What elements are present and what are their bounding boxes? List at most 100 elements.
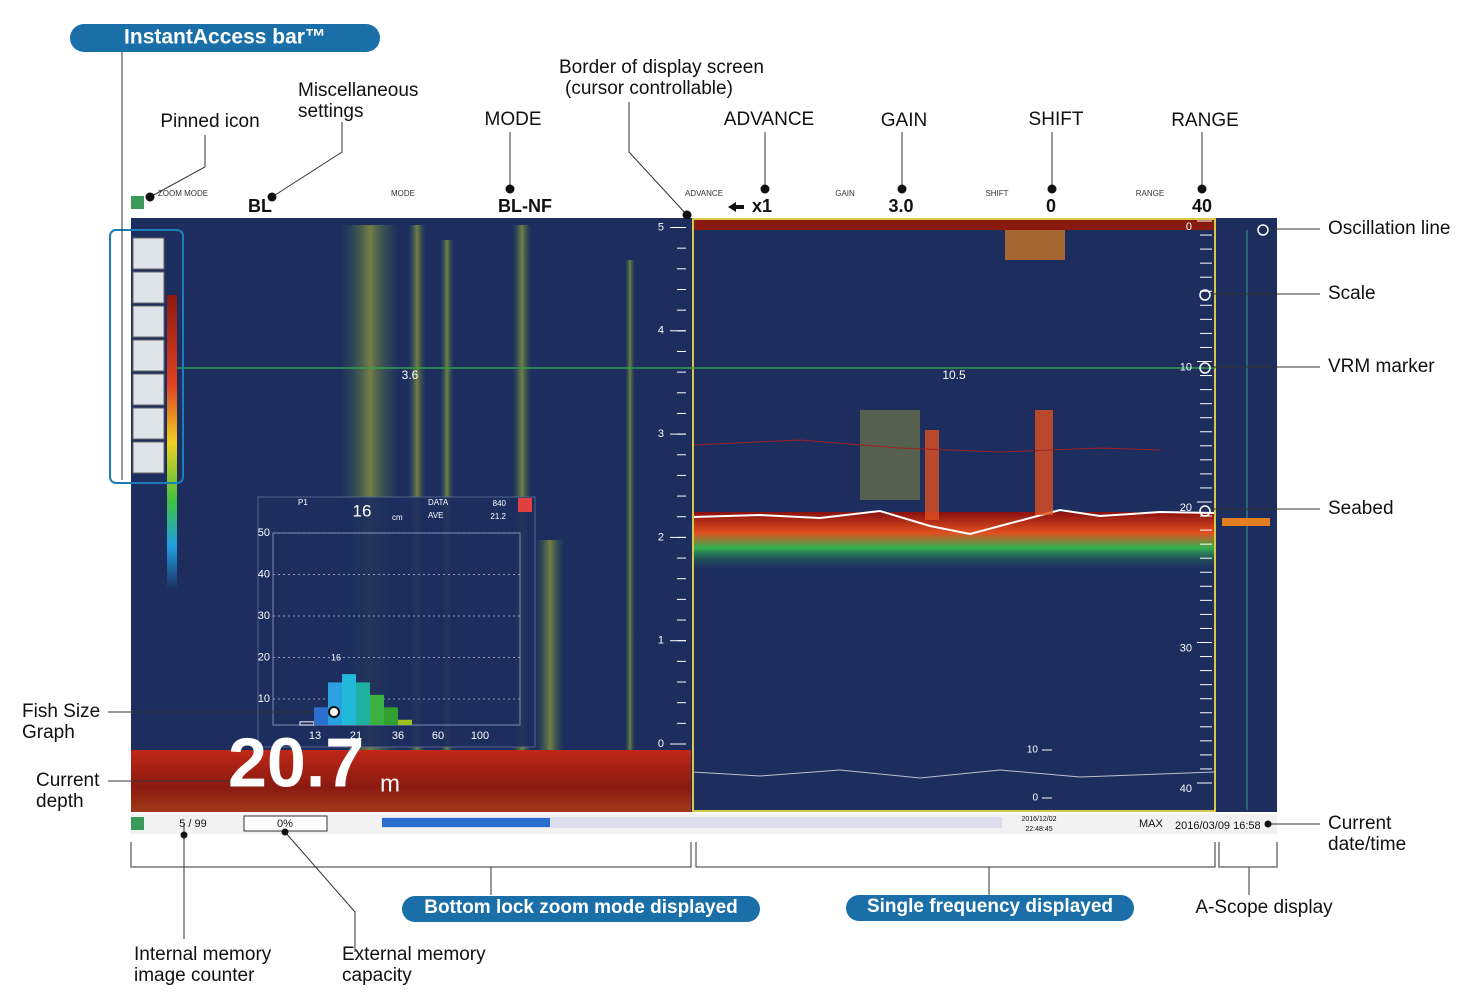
annotation: settings	[298, 101, 363, 122]
histogram-bar	[356, 682, 370, 725]
max-label: MAX	[1139, 818, 1164, 830]
annotation: GAIN	[881, 110, 927, 131]
scale-label: 10	[1027, 745, 1039, 756]
scale-label: 5	[658, 221, 664, 233]
scale-label: 4	[658, 325, 664, 337]
x-tick-label: 21	[350, 730, 362, 742]
seabed-echo	[693, 512, 1215, 572]
image-counter: 5 / 99	[179, 818, 207, 830]
peak-label: 16	[331, 652, 341, 662]
dot	[1197, 184, 1207, 194]
y-tick-label: 20	[258, 651, 270, 663]
header-value: BL-NF	[498, 196, 552, 216]
toolbar-button[interactable]	[132, 407, 165, 440]
fish-data-label: DATA	[428, 498, 449, 507]
current-datetime: 2016/03/09 16:58	[1175, 820, 1261, 832]
ascope-echo	[1222, 518, 1270, 526]
marker	[1199, 289, 1211, 301]
border-display[interactable]	[692, 218, 1216, 812]
histogram-bar	[384, 707, 398, 725]
annotation: Graph	[22, 722, 75, 743]
memory-capacity: 0%	[277, 818, 293, 830]
header-label: MODE	[391, 189, 415, 198]
fish-point: P1	[298, 498, 308, 507]
callout-badge	[70, 24, 380, 52]
annotation: Pinned icon	[160, 111, 259, 132]
callout-title: InstantAccess bar™	[124, 26, 326, 49]
toolbar-button[interactable]	[132, 339, 165, 372]
callout-title: Bottom lock zoom mode displayed	[424, 897, 738, 918]
callout-badge	[846, 895, 1134, 921]
x-tick-label: 100	[471, 730, 489, 742]
progress-fill	[382, 818, 550, 827]
marker	[1199, 505, 1211, 517]
annotation: SHIFT	[1029, 109, 1084, 130]
annotation: Border of display screen	[559, 57, 764, 78]
fish-size: 16	[353, 501, 372, 520]
close-button[interactable]	[518, 498, 532, 512]
echo-stripe	[535, 540, 565, 750]
fish-echo	[925, 430, 939, 520]
dot	[281, 828, 289, 836]
x-tick-label: 36	[392, 730, 404, 742]
callout-badge	[402, 896, 760, 922]
annotation: date/time	[1328, 834, 1406, 855]
annotation: ADVANCE	[724, 109, 814, 130]
trace-line	[692, 439, 1161, 453]
marker	[328, 706, 340, 718]
dot	[1047, 184, 1057, 194]
toolbar-button[interactable]	[132, 441, 165, 474]
histogram-bar	[398, 719, 412, 725]
annotation: Scale	[1328, 283, 1376, 304]
annotation: External memory	[342, 944, 486, 965]
toolbar-button[interactable]	[132, 373, 165, 406]
progress-track	[382, 817, 1002, 828]
annotation: depth	[36, 791, 84, 812]
leader-lines	[108, 52, 1320, 952]
display	[70, 24, 1320, 952]
histogram-bar	[370, 694, 384, 725]
annotation: VRM marker	[1328, 356, 1435, 377]
depth-unit: m	[380, 770, 400, 797]
annotation: capacity	[342, 965, 412, 986]
annotation: image counter	[134, 965, 255, 986]
scale-label: 0	[658, 738, 664, 750]
seabed-line	[692, 508, 1216, 536]
toolbar-button[interactable]	[132, 305, 165, 338]
header-label: ADVANCE	[685, 189, 723, 198]
annotation: Internal memory	[134, 944, 272, 965]
x-tick-label: 60	[432, 730, 444, 742]
marker	[1257, 224, 1269, 236]
annotation: Fish Size	[22, 701, 100, 722]
histogram-bar	[314, 707, 328, 725]
fish-echo	[860, 410, 920, 500]
scale-label: 30	[1180, 642, 1192, 654]
header-value: 40	[1192, 196, 1212, 216]
header-label: SHIFT	[985, 189, 1008, 198]
header-label: ZOOM MODE	[158, 189, 208, 198]
y-tick-label: 30	[258, 610, 270, 622]
advance-arrow	[728, 202, 744, 212]
x-tick-label: 13	[309, 730, 321, 742]
brackets	[130, 842, 1278, 895]
header-value: BL	[248, 196, 272, 216]
toolbar-button[interactable]	[132, 271, 165, 304]
toolbar-button[interactable]	[132, 237, 165, 270]
histogram-bar	[342, 674, 356, 725]
y-tick-label: 40	[258, 568, 270, 580]
dot	[682, 210, 692, 220]
trace-line	[692, 769, 1216, 779]
annotation: Seabed	[1328, 498, 1394, 519]
callout-title: Single frequency displayed	[867, 896, 1113, 917]
pinned-icon[interactable]	[131, 196, 144, 209]
color-bar	[167, 295, 177, 590]
scale-label: 3	[658, 428, 664, 440]
toolbar-highlight	[109, 229, 184, 484]
dot	[267, 192, 277, 202]
pin-icon[interactable]	[131, 817, 144, 830]
fish-echo	[1035, 410, 1053, 515]
y-tick-label: 10	[258, 693, 270, 705]
record-time: 22:48:45	[1025, 826, 1052, 833]
annotation: RANGE	[1171, 110, 1239, 131]
